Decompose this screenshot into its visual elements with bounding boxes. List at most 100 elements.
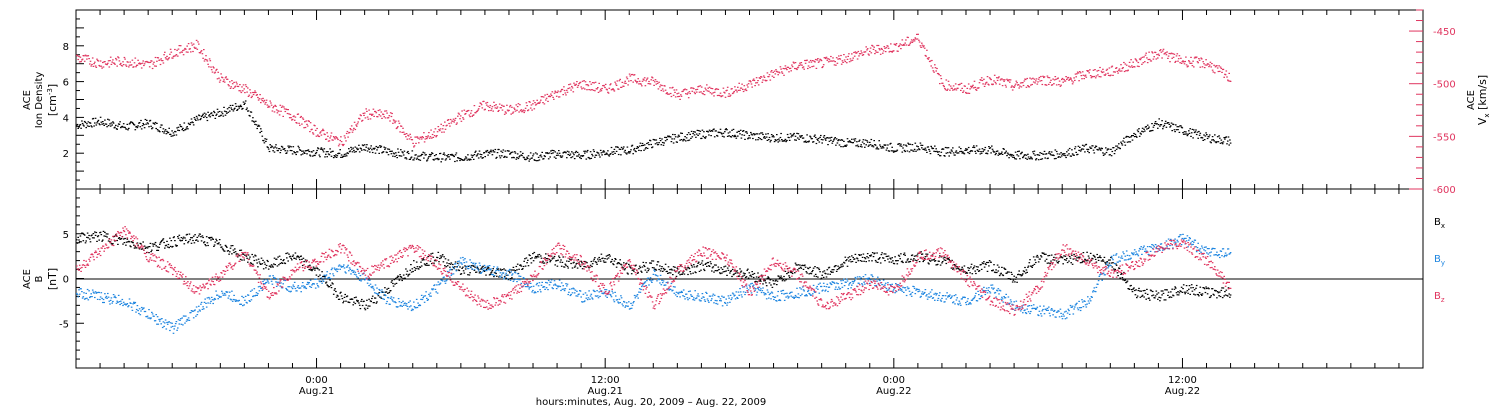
data-point: [706, 84, 708, 86]
data-point: [818, 268, 821, 271]
data-point: [642, 261, 645, 263]
data-point: [283, 259, 285, 261]
data-point: [585, 158, 588, 160]
data-point: [1191, 128, 1194, 130]
data-point: [1132, 61, 1134, 63]
data-point: [947, 152, 949, 154]
data-point: [348, 131, 351, 134]
data-point: [446, 265, 449, 267]
data-point: [1107, 264, 1109, 266]
data-point: [340, 154, 343, 156]
data-point: [1169, 126, 1171, 128]
data-point: [693, 264, 695, 266]
data-point: [273, 151, 276, 153]
data-point: [269, 100, 271, 102]
data-point: [934, 260, 937, 262]
data-point: [1133, 132, 1135, 135]
data-point: [210, 239, 212, 241]
data-point: [520, 109, 523, 111]
data-point: [1010, 271, 1013, 273]
data-point: [93, 237, 95, 239]
data-point: [817, 58, 819, 60]
data-point: [470, 112, 472, 114]
data-point: [200, 118, 202, 120]
data-point: [373, 148, 375, 150]
data-point: [193, 117, 196, 119]
data-point: [231, 83, 234, 85]
data-point: [1011, 281, 1014, 283]
data-point: [324, 133, 326, 136]
data-point: [1039, 152, 1041, 154]
data-point: [1136, 60, 1138, 62]
data-point: [698, 91, 701, 93]
data-point: [392, 119, 395, 121]
data-point: [540, 99, 542, 101]
data-point: [578, 83, 580, 85]
data-point: [193, 46, 196, 48]
data-point: [782, 278, 785, 281]
data-point: [702, 135, 704, 137]
data-point: [476, 154, 479, 156]
data-point: [713, 271, 715, 273]
data-point: [620, 154, 622, 156]
data-point: [898, 255, 901, 257]
data-point: [343, 300, 345, 302]
data-point: [181, 239, 183, 242]
data-point: [1136, 136, 1138, 138]
data-point: [990, 79, 992, 81]
data-point: [652, 260, 655, 262]
data-point: [511, 106, 513, 108]
data-point: [135, 247, 138, 249]
data-point: [363, 144, 366, 146]
data-point: [112, 121, 114, 123]
data-point: [1081, 71, 1084, 73]
data-point: [557, 90, 559, 92]
data-point: [109, 60, 111, 62]
data-point: [747, 277, 750, 279]
data-point: [1006, 155, 1008, 157]
data-point: [177, 129, 179, 131]
data-point: [143, 124, 145, 126]
data-point: [174, 240, 176, 242]
data-point: [284, 150, 287, 152]
data-point: [153, 243, 156, 245]
data-point: [576, 155, 578, 157]
data-point: [724, 96, 727, 98]
data-point: [851, 53, 853, 55]
data-point: [649, 140, 652, 142]
data-point: [838, 139, 840, 141]
data-point: [961, 152, 963, 154]
data-point: [752, 276, 755, 279]
data-point: [252, 263, 254, 265]
top-right-tick-label: -500: [1433, 80, 1456, 91]
data-point: [1172, 123, 1175, 126]
data-point: [527, 259, 529, 261]
data-point: [416, 136, 419, 138]
data-point: [913, 38, 915, 41]
data-point: [1153, 124, 1155, 126]
data-point: [1175, 129, 1178, 131]
data-point: [685, 137, 688, 139]
data-point: [1055, 84, 1058, 86]
data-point: [421, 259, 424, 261]
data-point: [1014, 151, 1017, 153]
data-point: [162, 238, 165, 240]
data-point: [283, 148, 286, 150]
data-point: [108, 66, 111, 68]
data-point: [556, 152, 559, 154]
data-point: [667, 272, 669, 274]
data-point: [264, 138, 266, 140]
data-point: [511, 269, 514, 271]
data-point: [131, 122, 134, 124]
data-point: [720, 267, 722, 269]
data-point: [214, 241, 217, 243]
data-point: [853, 138, 855, 140]
data-point: [663, 142, 665, 144]
data-point: [1066, 257, 1068, 260]
data-point: [379, 145, 381, 147]
data-point: [1110, 155, 1113, 157]
data-point: [505, 112, 507, 114]
data-point: [399, 274, 401, 276]
data-point: [602, 150, 605, 152]
data-point: [871, 145, 873, 147]
